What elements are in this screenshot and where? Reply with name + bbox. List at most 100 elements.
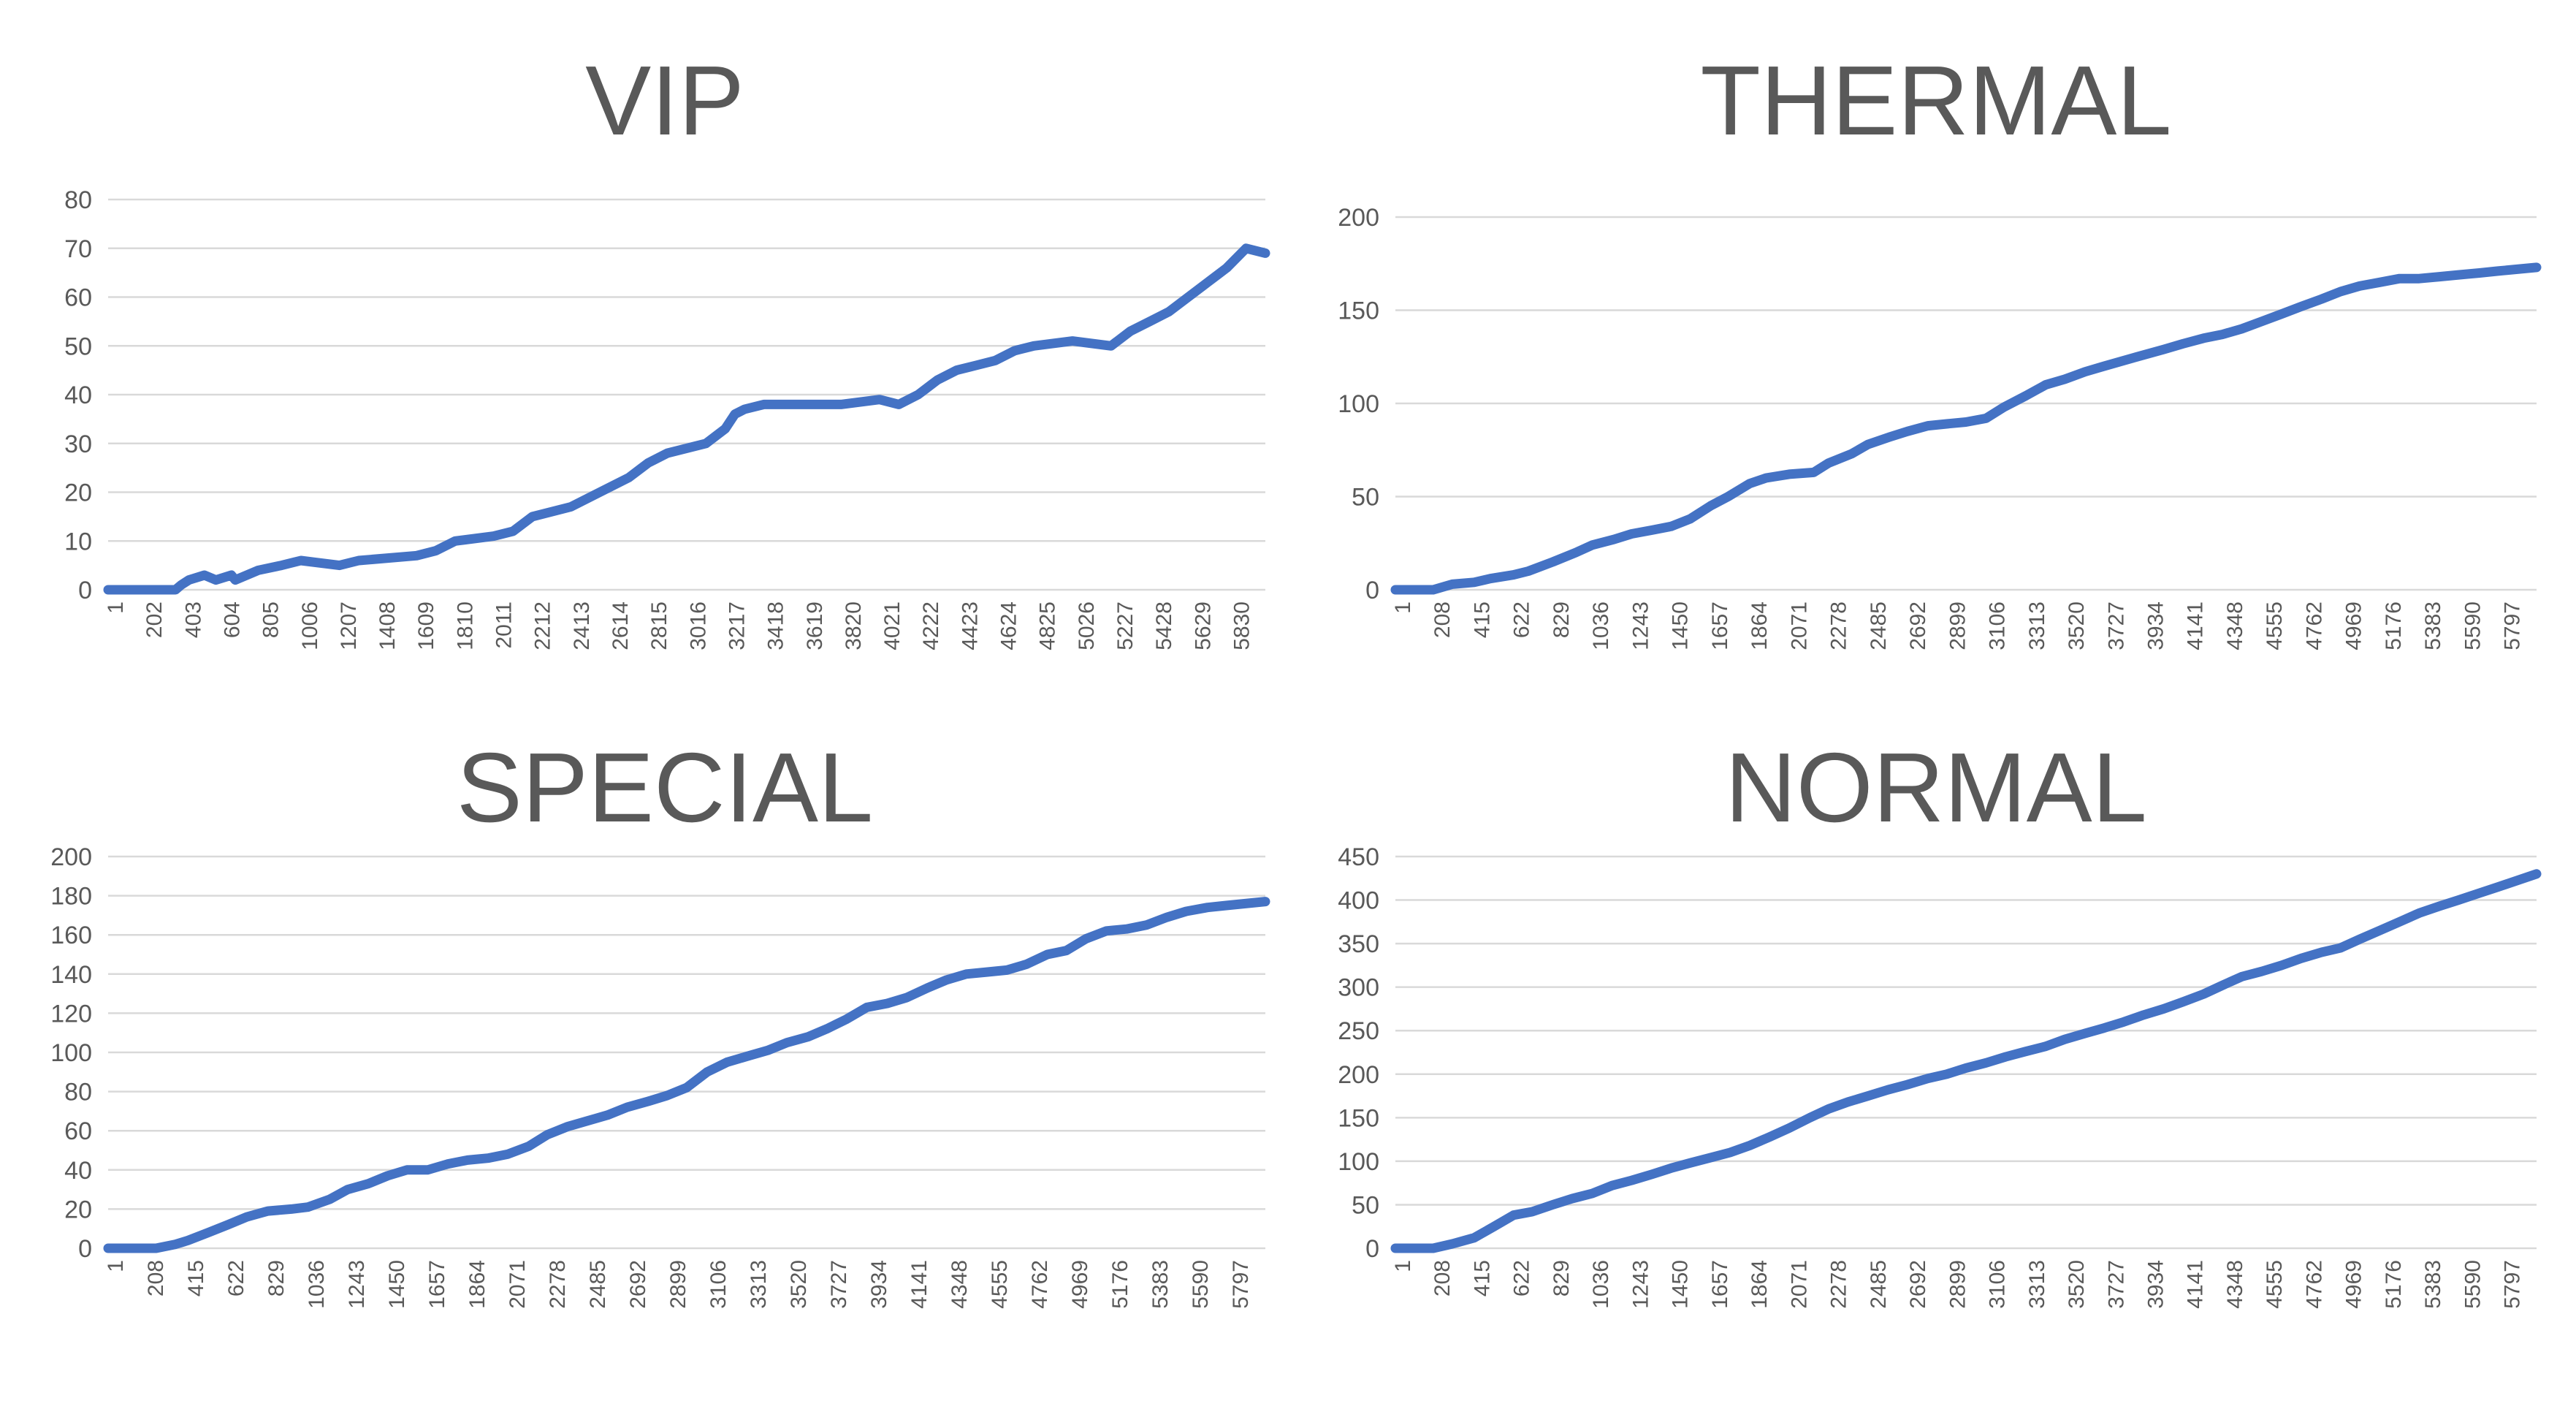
x-tick-label: 3313	[747, 1260, 771, 1309]
y-tick-label: 80	[64, 186, 92, 214]
x-tick-label: 5590	[2461, 601, 2485, 650]
x-tick-label: 4141	[2184, 601, 2208, 650]
y-tick-label: 10	[64, 528, 92, 555]
chart-plot: 0 10 20 30 40 50 60 70 80 1 202 403 604 805 1006 1207 14…	[64, 186, 1270, 650]
x-tick-label: 1450	[385, 1260, 409, 1309]
x-tick-label: 2485	[1867, 1260, 1891, 1309]
y-tick-label: 60	[64, 284, 92, 312]
x-tick-label: 604	[220, 601, 244, 638]
y-tick-label: 0	[78, 1235, 92, 1263]
chart-plot: 0 20 40 60 80 100 120 140 160 180 200 1 208 415 622 829…	[50, 843, 1270, 1309]
x-tick-label: 829	[1550, 601, 1574, 638]
x-tick-label: 4555	[2263, 601, 2287, 650]
y-tick-label: 50	[64, 333, 92, 360]
chart-plot: 0 50 100 150 200 250 300 350 400 450 1 208 415 622 829…	[1338, 843, 2542, 1309]
y-tick-label: 20	[64, 1196, 92, 1223]
x-tick-label: 415	[184, 1260, 208, 1296]
x-tick-label: 1657	[425, 1260, 449, 1309]
x-tick-label: 1864	[1748, 601, 1772, 650]
x-tick-label: 4423	[958, 601, 982, 650]
x-tick-label: 4555	[2263, 1260, 2287, 1309]
x-tick-label: 4348	[2223, 601, 2247, 650]
x-tick-label: 3313	[2025, 1260, 2049, 1309]
x-tick-label: 208	[1430, 1260, 1455, 1296]
x-tick-label: 2212	[531, 601, 555, 650]
y-tick-label: 150	[1338, 1104, 1379, 1132]
y-tick-label: 200	[50, 843, 92, 871]
x-tick-label: 5227	[1113, 601, 1138, 650]
x-tick-label: 1450	[1669, 601, 1693, 650]
x-tick-label: 5428	[1152, 601, 1176, 650]
x-tick-label: 5629	[1191, 601, 1215, 650]
x-tick-label: 2692	[1906, 1260, 1930, 1309]
x-tick-label: 5383	[2421, 1260, 2445, 1309]
x-tick-label: 1864	[465, 1260, 489, 1309]
x-tick-label: 2485	[1867, 601, 1891, 650]
y-tick-label: 100	[1338, 1148, 1379, 1176]
x-tick-label: 3520	[2065, 601, 2089, 650]
y-tick-label: 150	[1338, 297, 1379, 325]
x-tick-label: 5383	[1148, 1260, 1173, 1309]
chart-title: THERMAL	[1700, 45, 2172, 156]
x-tick-label: 3934	[2144, 601, 2168, 650]
x-tick-label: 1657	[1708, 601, 1732, 650]
x-tick-label: 3934	[867, 1260, 891, 1309]
x-tick-label: 1036	[305, 1260, 329, 1309]
y-tick-label: 80	[64, 1079, 92, 1106]
x-tick-label: 5797	[2501, 1260, 2525, 1309]
y-tick-label: 50	[1352, 1191, 1379, 1219]
x-tick-label: 3313	[2025, 601, 2049, 650]
y-tick-label: 100	[1338, 390, 1379, 418]
x-tick-label: 5830	[1230, 601, 1254, 650]
x-tick-label: 5176	[2382, 1260, 2406, 1309]
x-tick-label: 2071	[1787, 1260, 1811, 1309]
chart-special: SPECIAL 0 20 40 60 80 100 120 140 160 180 200 1 208 4…	[44, 724, 1286, 1381]
x-tick-label: 415	[1470, 1260, 1494, 1296]
x-tick-label: 1408	[376, 601, 400, 650]
chart-normal: NORMAL 0 50 100 150 200 250 300 350 400 450 1 208 41…	[1315, 724, 2557, 1381]
x-tick-label: 5590	[2461, 1260, 2485, 1309]
y-tick-label: 250	[1338, 1017, 1379, 1045]
x-tick-label: 2485	[586, 1260, 610, 1309]
x-tick-label: 5590	[1189, 1260, 1213, 1309]
x-tick-label: 4969	[1068, 1260, 1092, 1309]
x-tick-label: 1243	[1628, 1260, 1653, 1309]
x-tick-label: 208	[144, 1260, 168, 1296]
x-tick-label: 3727	[827, 1260, 851, 1309]
x-tick-label: 829	[264, 1260, 289, 1296]
x-tick-label: 1609	[414, 601, 438, 650]
series-line	[103, 897, 1270, 1253]
x-tick-label: 403	[181, 601, 205, 638]
y-tick-label: 60	[64, 1117, 92, 1145]
y-tick-label: 160	[50, 922, 92, 949]
chart-plot: 0 50 100 150 200 1 208 415 622 829 1036 1243 1450 165…	[1338, 204, 2542, 650]
x-tick-label: 2692	[626, 1260, 650, 1309]
y-tick-label: 300	[1338, 974, 1379, 1002]
x-tick-label: 2278	[1827, 1260, 1851, 1309]
x-tick-label: 4762	[1028, 1260, 1052, 1309]
x-tick-label: 4348	[2223, 1260, 2247, 1309]
x-tick-label: 5176	[1108, 1260, 1132, 1309]
x-tick-label: 1657	[1708, 1260, 1732, 1309]
y-tick-label: 400	[1338, 887, 1379, 915]
y-tick-label: 40	[64, 381, 92, 409]
x-tick-label: 3934	[2144, 1260, 2168, 1309]
x-tick-label: 3619	[803, 601, 827, 650]
x-tick-label: 1864	[1748, 1260, 1772, 1309]
x-tick-label: 2899	[1946, 601, 1970, 650]
x-tick-label: 1243	[345, 1260, 369, 1309]
x-tick-label: 3106	[1986, 1260, 2010, 1309]
x-tick-label: 4222	[919, 601, 943, 650]
y-tick-label: 50	[1352, 484, 1379, 512]
chart-title: NORMAL	[1725, 732, 2147, 843]
x-tick-label: 4141	[2184, 1260, 2208, 1309]
x-tick-label: 3820	[842, 601, 866, 650]
x-tick-label: 5797	[2501, 601, 2525, 650]
x-tick-label: 1036	[1589, 601, 1613, 650]
y-tick-label: 70	[64, 235, 92, 263]
series-line	[1390, 869, 2542, 1253]
x-tick-label: 1810	[453, 601, 477, 650]
x-tick-label: 1	[1391, 1260, 1415, 1272]
x-tick-label: 5176	[2382, 601, 2406, 650]
y-tick-label: 20	[64, 479, 92, 507]
